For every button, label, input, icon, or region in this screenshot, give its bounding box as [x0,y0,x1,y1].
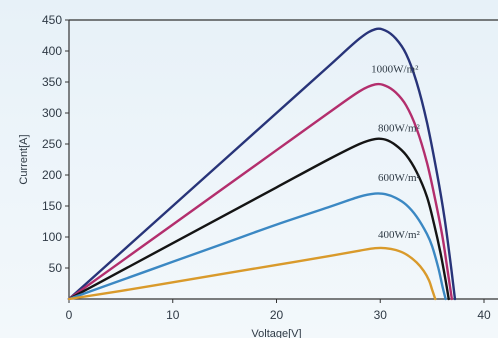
y-tick-label: 200 [42,168,62,182]
y-tick-label: 150 [42,199,62,213]
series-line-1 [67,27,457,301]
y-axis-title: Current[A] [18,134,30,184]
series-line-2 [67,82,454,301]
series-label-5: 400W/m² [378,229,420,241]
x-tick-label: 0 [66,308,73,322]
x-tick-label: 40 [477,308,491,322]
y-tick-label: 350 [42,75,62,89]
x-tick-label: 30 [374,308,388,322]
y-tick-label: 400 [42,44,62,58]
series-label-1: 1000W/m² [371,64,419,76]
y-tick-label: 50 [49,261,63,275]
y-tick-label: 300 [42,106,62,120]
y-tick-label: 100 [42,230,62,244]
series-line-4 [67,192,447,301]
series-line-3 [67,137,450,301]
x-axis-title: Voltage[V] [251,328,301,338]
y-tick-label: 450 [42,13,62,27]
x-tick-label: 20 [270,308,284,322]
series-line-5 [67,246,437,301]
y-tick-label: 250 [42,137,62,151]
x-tick-label: 10 [166,308,180,322]
series-label-2: 800W/m² [378,123,420,135]
series-label-3: 600W/m² [378,172,420,184]
